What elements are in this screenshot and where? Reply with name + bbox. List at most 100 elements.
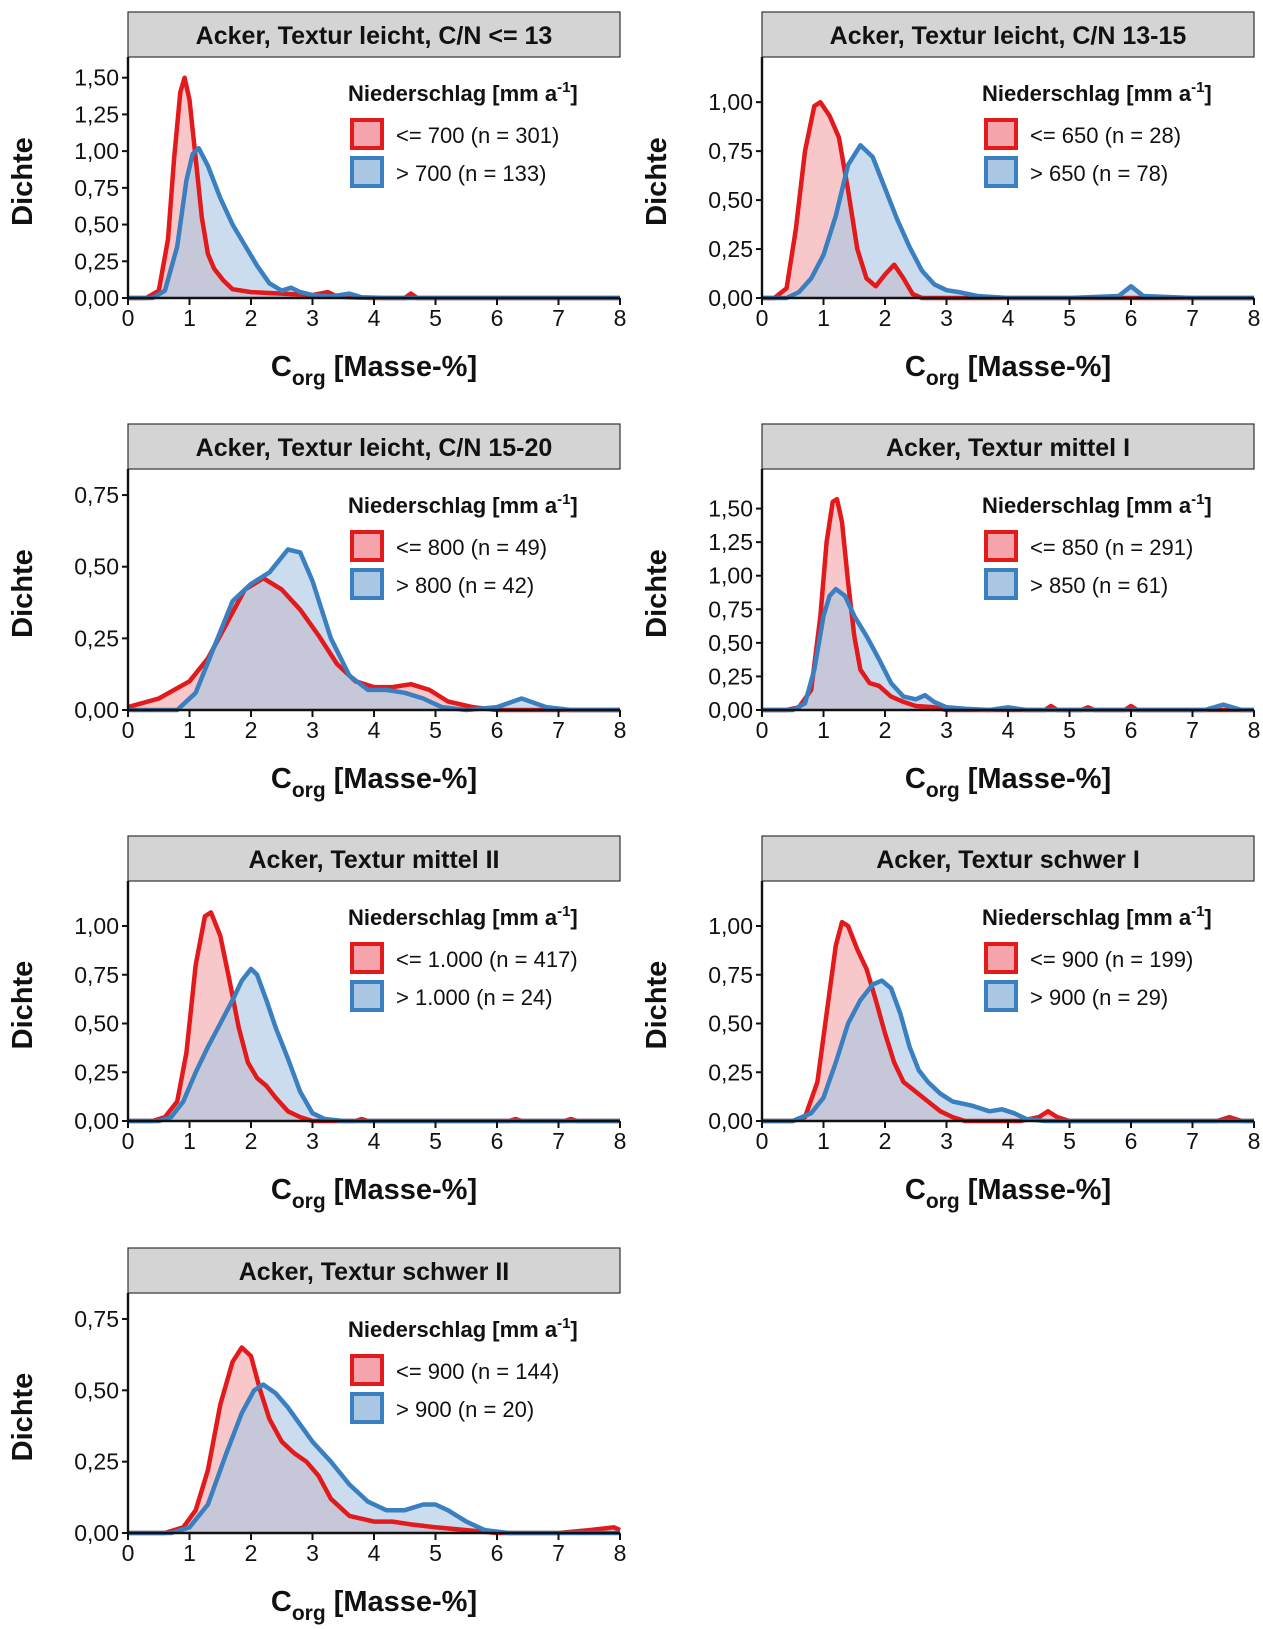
x-axis-label-main: C: [271, 763, 292, 795]
legend-item-label: <= 900 (n = 199): [1030, 947, 1193, 972]
legend-item-label: <= 850 (n = 291): [1030, 535, 1193, 560]
x-tick-label: 2: [245, 1540, 258, 1566]
x-axis-label: Corg [Masse-%]: [905, 351, 1111, 390]
legend-swatch-red: [984, 942, 1018, 974]
legend-swatch-blue: [350, 1392, 384, 1424]
x-axis-label-subscript: org: [292, 1190, 326, 1213]
panel-title: Acker, Textur leicht, C/N <= 13: [196, 22, 553, 50]
x-tick-label: 0: [756, 717, 769, 743]
x-tick-label: 7: [1186, 717, 1199, 743]
legend-title-main: Niederschlag [mm a: [348, 905, 558, 930]
y-tick-label: 0,00: [74, 1108, 119, 1134]
y-tick-label: 0,75: [708, 138, 753, 164]
x-tick-label: 3: [306, 717, 319, 743]
x-tick-label: 3: [306, 1540, 319, 1566]
y-tick-label: 0,75: [708, 962, 753, 988]
y-tick-label: 0,25: [708, 1059, 753, 1085]
x-tick-label: 6: [491, 1128, 504, 1154]
x-tick-label: 5: [429, 305, 442, 331]
x-tick-label: 7: [552, 1128, 565, 1154]
x-tick-label: 8: [1248, 717, 1261, 743]
legend-item-label: > 900 (n = 29): [1030, 985, 1168, 1010]
y-axis-label: Dichte: [641, 549, 673, 638]
legend-item-label: > 1.000 (n = 24): [396, 985, 553, 1010]
x-axis-label-subscript: org: [292, 779, 326, 802]
y-tick-label: 0,50: [74, 212, 119, 238]
facet-strip: [127, 11, 621, 58]
x-tick-label: 2: [245, 305, 258, 331]
legend-title: Niederschlag [mm a-1]: [348, 1315, 578, 1342]
y-tick-label: 1,50: [708, 496, 753, 522]
blue-series-area: [762, 980, 1254, 1121]
legend-title-main: Niederschlag [mm a: [982, 905, 1192, 930]
x-tick-label: 6: [491, 717, 504, 743]
x-tick-label: 4: [1002, 305, 1015, 331]
panel-title: Acker, Textur schwer I: [876, 846, 1140, 874]
red-series-line: [762, 919, 1254, 1124]
panel-2: Acker, Textur leicht, C/N 13-15 0 1 2 3 4 5 6 7 8…: [641, 11, 1260, 390]
panel-title: Acker, Textur mittel II: [248, 846, 499, 874]
x-tick-label: 2: [245, 1128, 258, 1154]
legend-item-label: > 850 (n = 61): [1030, 573, 1168, 598]
y-axis-label: Dichte: [641, 961, 673, 1050]
legend-title-main: Niederschlag [mm a: [982, 493, 1192, 518]
y-tick-label: 1,00: [708, 89, 753, 115]
facet-strip: [761, 423, 1255, 470]
x-tick-label: 4: [1002, 1128, 1015, 1154]
y-tick-label: 0,25: [708, 663, 753, 689]
x-tick-label: 4: [1002, 717, 1015, 743]
y-tick-label: 0,50: [708, 1011, 753, 1037]
y-tick-label: 1,00: [74, 913, 119, 939]
legend-item-label: > 800 (n = 42): [396, 573, 534, 598]
x-axis-label-main: C: [271, 351, 292, 383]
x-tick-label: 1: [817, 1128, 830, 1154]
legend-item-label: <= 900 (n = 144): [396, 1359, 559, 1384]
x-tick-label: 0: [756, 1128, 769, 1154]
blue-series-line: [128, 1382, 620, 1536]
legend-title-end: ]: [570, 81, 577, 106]
facet-strip: [761, 835, 1255, 882]
x-tick-label: 4: [368, 717, 381, 743]
panel-title: Acker, Textur leicht, C/N 13-15: [830, 22, 1187, 50]
y-axis-label: Dichte: [7, 961, 39, 1050]
legend-swatch-blue: [984, 156, 1018, 188]
x-axis-label-subscript: org: [926, 1190, 960, 1213]
legend-swatch-red: [350, 118, 384, 150]
x-tick-label: 5: [1063, 1128, 1076, 1154]
x-tick-label: 3: [940, 1128, 953, 1154]
x-tick-label: 0: [122, 1540, 135, 1566]
x-axis-label-unit: [Masse-%]: [960, 763, 1112, 795]
panel-3: Acker, Textur leicht, C/N 15-20 0 1 2 3 4 5 6 7 8…: [7, 423, 627, 802]
legend-swatch-red: [984, 530, 1018, 562]
legend-item-label: <= 800 (n = 49): [396, 535, 547, 560]
x-tick-label: 0: [122, 717, 135, 743]
legend-title-end: ]: [570, 493, 577, 518]
panel-title: Acker, Textur schwer II: [239, 1258, 510, 1286]
y-tick-label: 0,00: [74, 697, 119, 723]
y-tick-label: 0,50: [708, 187, 753, 213]
x-tick-label: 5: [1063, 717, 1076, 743]
y-axis-label: Dichte: [641, 137, 673, 226]
legend-title-superscript: -1: [1191, 903, 1204, 920]
x-tick-label: 8: [614, 717, 627, 743]
y-tick-label: 0,75: [74, 175, 119, 201]
legend-title-main: Niederschlag [mm a: [348, 1317, 558, 1342]
panel-1: Acker, Textur leicht, C/N <= 13 0 1 2 3 4 5 6 7 8…: [7, 11, 626, 390]
legend-title-superscript: -1: [1191, 491, 1204, 508]
x-tick-label: 7: [552, 1540, 565, 1566]
x-tick-label: 0: [122, 1128, 135, 1154]
legend-swatch-red: [350, 530, 384, 562]
legend-title-end: ]: [570, 905, 577, 930]
x-tick-label: 6: [1125, 305, 1138, 331]
y-tick-label: 0,00: [74, 285, 119, 311]
x-tick-label: 5: [429, 717, 442, 743]
x-tick-label: 0: [756, 305, 769, 331]
legend-swatch-red: [350, 1354, 384, 1386]
blue-series-area: [762, 589, 1254, 710]
panel-title: Acker, Textur mittel I: [886, 434, 1130, 462]
y-tick-label: 0,75: [74, 962, 119, 988]
x-axis-label-subscript: org: [926, 779, 960, 802]
x-tick-label: 6: [1125, 1128, 1138, 1154]
legend-swatch-blue: [350, 980, 384, 1012]
facet-strip: [761, 11, 1255, 58]
